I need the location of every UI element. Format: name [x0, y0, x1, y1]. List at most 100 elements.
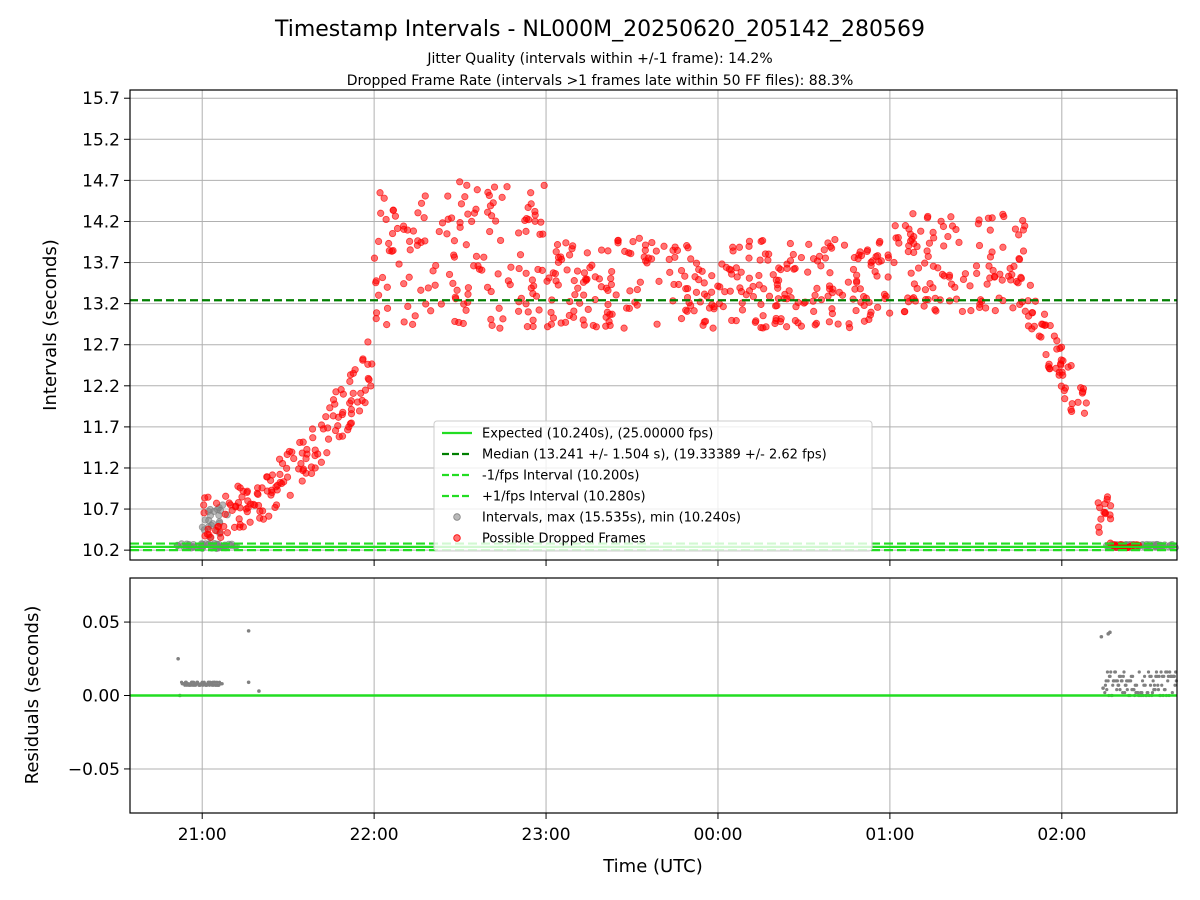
dropped-frame-point	[773, 302, 781, 310]
dropped-frame-point	[1026, 281, 1034, 289]
dropped-frame-point	[475, 265, 484, 273]
dropped-frame-point	[707, 288, 716, 296]
residuals-x-tick-label: 02:00	[1037, 825, 1086, 845]
dropped-frame-point	[991, 306, 999, 315]
dropped-frame-point	[660, 242, 668, 250]
dropped-frame-point	[934, 264, 942, 272]
dropped-frame-point	[828, 305, 836, 313]
residual-point	[257, 689, 261, 693]
dropped-frame-point	[967, 307, 975, 315]
dropped-frame-point	[445, 270, 454, 279]
dropped-frame-point	[612, 291, 620, 299]
dropped-frame-point	[863, 247, 871, 256]
dropped-frame-point	[404, 302, 412, 311]
dropped-frame-point	[258, 484, 266, 492]
dropped-frame-point	[347, 410, 356, 418]
dropped-frame-point	[792, 303, 800, 311]
residual-point	[220, 682, 224, 686]
dropped-frame-point	[200, 509, 208, 517]
dropped-frame-point	[364, 360, 372, 368]
dropped-frame-point	[200, 501, 208, 509]
residual-point	[1152, 683, 1157, 687]
dropped-frame-point	[845, 324, 854, 332]
residual-point	[1170, 690, 1174, 695]
dropped-frame-point	[695, 265, 703, 274]
dropped-frame-point	[904, 294, 912, 302]
dropped-frame-point	[1046, 321, 1054, 330]
dropped-frame-point	[867, 258, 875, 266]
dropped-frame-point	[797, 253, 805, 262]
dropped-frame-point	[393, 224, 402, 233]
dropped-frame-point	[492, 217, 500, 225]
dropped-frame-point	[1053, 337, 1061, 345]
dropped-frame-point	[431, 281, 439, 289]
dropped-frame-point	[276, 470, 284, 478]
residuals-y-tick-label: 0.00	[82, 687, 120, 707]
dropped-frame-point	[764, 256, 772, 264]
dropped-frame-point	[565, 251, 574, 259]
dropped-frame-point	[665, 255, 673, 263]
dropped-frame-point	[374, 291, 383, 299]
dropped-frame-point	[351, 366, 359, 374]
dropped-frame-point	[432, 262, 440, 270]
dropped-frame-point	[781, 290, 789, 298]
dropped-frame-point	[633, 285, 641, 294]
dropped-frame-point	[904, 248, 912, 256]
dropped-frame-point	[383, 283, 391, 291]
dropped-frame-point	[759, 312, 767, 320]
dropped-frame-point	[437, 300, 445, 308]
dropped-frame-point	[687, 255, 695, 263]
dropped-frame-point	[684, 284, 692, 293]
dropped-frame-point	[461, 193, 469, 201]
dropped-frame-point	[920, 302, 928, 310]
dropped-frame-point	[527, 189, 535, 197]
dropped-frame-point	[283, 473, 292, 481]
dropped-frame-point	[834, 320, 842, 328]
dropped-frame-point	[490, 183, 499, 191]
dropped-frame-point	[940, 242, 948, 250]
dropped-frame-point	[353, 398, 362, 406]
residual-point	[1156, 683, 1160, 687]
dropped-frame-point	[554, 281, 562, 289]
dropped-frame-point	[718, 260, 726, 268]
residual-point	[1150, 690, 1155, 695]
dropped-frame-point	[831, 235, 839, 244]
dropped-frame-point	[1052, 364, 1060, 372]
dropped-frame-point	[1078, 389, 1087, 397]
dropped-frame-point	[355, 407, 364, 415]
dropped-frame-point	[1006, 264, 1014, 272]
dropped-frame-point	[1100, 508, 1108, 516]
dropped-frame-point	[1057, 343, 1066, 351]
dropped-frame-point	[539, 230, 547, 238]
dropped-frame-point	[383, 304, 392, 312]
residual-point	[1168, 670, 1172, 674]
dropped-frame-point	[886, 309, 894, 317]
dropped-frame-point	[1015, 255, 1023, 263]
dropped-frame-point	[728, 316, 736, 325]
dropped-frame-point	[243, 508, 251, 516]
dropped-frame-point	[1025, 312, 1033, 320]
residual-point	[1111, 683, 1115, 687]
dropped-frame-point	[1080, 409, 1089, 417]
dropped-frame-point	[522, 227, 530, 235]
dropped-frame-point	[913, 284, 921, 293]
dropped-frame-point	[473, 186, 481, 194]
dropped-frame-point	[595, 275, 603, 283]
residual-point	[1105, 688, 1109, 692]
dropped-frame-point	[338, 410, 346, 419]
dropped-frame-point	[464, 210, 472, 218]
legend-label: +1/fps Interval (10.280s)	[482, 490, 646, 505]
dropped-frame-point	[999, 243, 1007, 251]
residual-point	[1109, 670, 1113, 674]
dropped-frame-point	[604, 286, 612, 295]
dropped-frame-point	[579, 316, 587, 324]
dropped-frame-point	[406, 246, 414, 254]
dropped-frame-point	[655, 277, 663, 285]
dropped-frame-point	[456, 178, 464, 186]
dropped-frame-point	[735, 243, 744, 251]
dropped-frame-point	[947, 213, 955, 221]
dropped-frame-point	[427, 307, 435, 315]
residual-point	[1146, 690, 1150, 695]
residual-point	[1103, 690, 1107, 695]
dropped-frame-point	[606, 311, 614, 319]
